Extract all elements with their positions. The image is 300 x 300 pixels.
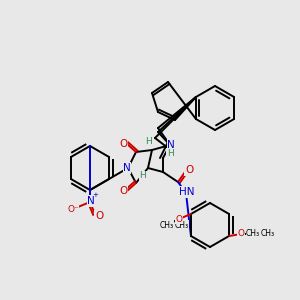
- Text: O: O: [176, 214, 182, 224]
- Text: O: O: [238, 230, 244, 238]
- Text: H: H: [140, 172, 146, 181]
- Text: O: O: [119, 186, 127, 196]
- Text: +: +: [92, 192, 98, 198]
- Text: O: O: [162, 220, 169, 230]
- Text: CH₃: CH₃: [175, 220, 189, 230]
- Text: N: N: [87, 196, 95, 206]
- Text: O⁻: O⁻: [67, 205, 79, 214]
- Text: O: O: [250, 229, 258, 238]
- Text: CH₃: CH₃: [160, 220, 174, 230]
- Text: N: N: [167, 140, 175, 150]
- Text: O: O: [95, 211, 103, 221]
- Text: O: O: [119, 139, 127, 149]
- Text: HN: HN: [179, 187, 195, 197]
- Text: CH₃: CH₃: [261, 229, 275, 238]
- Text: H: H: [145, 137, 152, 146]
- Text: H: H: [167, 148, 173, 158]
- Text: O: O: [185, 165, 193, 175]
- Text: N: N: [123, 163, 131, 173]
- Text: CH₃: CH₃: [246, 230, 260, 238]
